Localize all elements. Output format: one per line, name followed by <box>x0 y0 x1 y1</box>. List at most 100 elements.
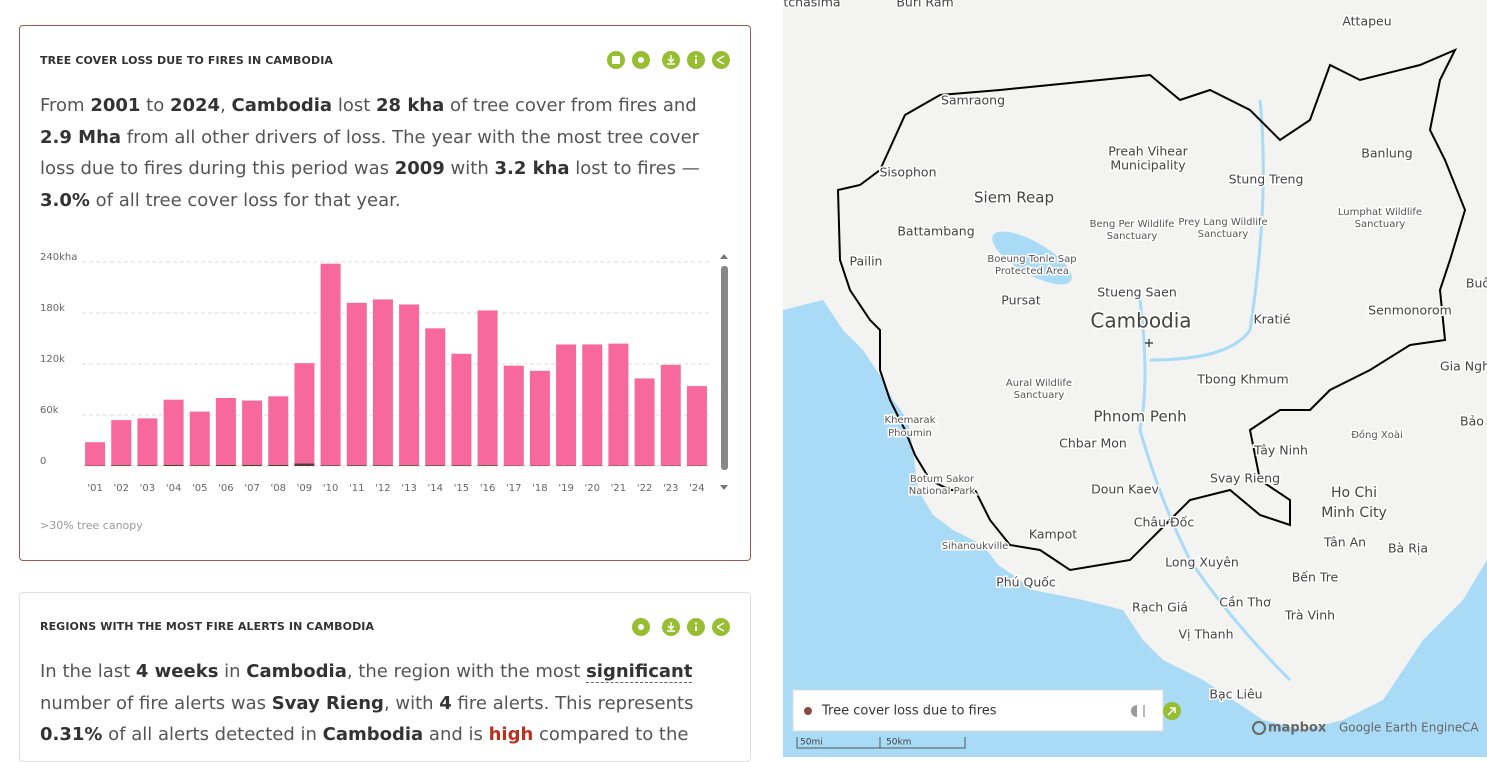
place-label: Lumphat Wildlife <box>1338 207 1422 218</box>
place-label: Bảo <box>1460 414 1484 429</box>
opacity-toggle <box>1143 705 1145 717</box>
place-label: Bến Tre <box>1292 570 1339 585</box>
text-segment: 2001 <box>90 95 140 116</box>
bar-segment <box>321 465 341 466</box>
place-label: Bạc Liêu <box>1209 687 1262 702</box>
text-segment: in <box>218 661 246 682</box>
text-segment: 2.9 Mha <box>40 127 121 148</box>
map-legend: Tree cover loss due to fires <box>793 690 1181 731</box>
x-tick-label: '08 <box>271 483 286 494</box>
place-label: Ho Chi <box>1331 485 1377 501</box>
bar-segment <box>294 363 314 463</box>
bar-segment <box>268 465 288 466</box>
place-label: Rạch Giá <box>1132 600 1188 615</box>
bar-segment <box>582 344 602 465</box>
x-tick-label: '12 <box>375 483 390 494</box>
place-label: Buri Ram <box>896 0 953 10</box>
bar-segment <box>504 366 524 466</box>
text-segment: and is <box>423 724 488 745</box>
text-segment: of tree cover from fires and <box>444 95 696 116</box>
place-label: Trà Vinh <box>1284 608 1335 623</box>
place-label: National Park <box>909 486 976 497</box>
bar-segment <box>85 442 105 465</box>
place-label: Phoumin <box>888 428 932 439</box>
y-tick-label: 240kha <box>40 252 77 263</box>
bar-segment <box>451 354 471 465</box>
bar-segment <box>111 465 131 466</box>
text-segment: 0.31% <box>40 724 102 745</box>
place-label: Sanctuary <box>1014 390 1065 401</box>
map[interactable]: tchasima Buri Ram Attapeu Samraong Preah… <box>783 0 1487 757</box>
place-label: Stung Treng <box>1229 172 1304 187</box>
bar-segment <box>373 465 393 466</box>
text-segment: 4 <box>439 693 452 714</box>
bar-segment <box>242 401 262 465</box>
bar-segment <box>661 365 681 466</box>
widget-title: TREE COVER LOSS DUE TO FIRES IN CAMBODIA <box>40 54 333 67</box>
place-label: Botum Sakor <box>910 474 975 485</box>
x-tick-label: '01 <box>87 483 102 494</box>
x-tick-label: '16 <box>480 483 495 494</box>
text-segment: of all tree cover loss for that year. <box>90 190 401 211</box>
text-segment[interactable]: significant <box>586 661 692 683</box>
text-segment: high <box>489 724 534 745</box>
scale-label: 50km <box>886 738 911 748</box>
place-label: Pursat <box>1001 293 1041 308</box>
place-label: Kratié <box>1253 312 1290 327</box>
place-label: tchasima <box>783 0 840 10</box>
text-segment: 4 weeks <box>136 661 219 682</box>
bar-segment <box>268 396 288 464</box>
place-label: Doun Kaev <box>1091 482 1159 497</box>
y-tick-label: 120k <box>40 354 65 365</box>
x-tick-label: '22 <box>637 483 652 494</box>
bar-segment <box>164 400 184 465</box>
scrollbar[interactable] <box>721 266 728 470</box>
text-segment: , with <box>384 693 439 714</box>
widget-toolbar <box>600 48 735 72</box>
x-tick-label: '11 <box>349 483 364 494</box>
place-label: Đồng Xoài <box>1351 429 1403 441</box>
text-segment: In the last <box>40 661 136 682</box>
text-segment: lost <box>332 95 376 116</box>
place-label: Phú Quốc <box>996 575 1056 590</box>
attribution: mapbox Google Earth Engine CA <box>1253 721 1479 736</box>
place-label: Aural Wildlife <box>1006 378 1072 389</box>
text-segment: lost to fires — <box>570 158 700 179</box>
text-segment: Cambodia <box>246 661 347 682</box>
place-label: Tân An <box>1323 535 1366 550</box>
y-tick-label: 0 <box>40 456 46 467</box>
place-label: Sihanoukville <box>942 541 1009 552</box>
place-label: Sanctuary <box>1355 219 1406 230</box>
country-label: Cambodia <box>1090 309 1191 333</box>
bar-segment <box>190 412 210 466</box>
place-label: Protected Area <box>995 266 1069 277</box>
bar-segment <box>478 465 498 466</box>
text-segment: number of fire alerts was <box>40 693 272 714</box>
mapbox-logo[interactable]: mapbox <box>1268 721 1327 736</box>
text-segment: Cambodia <box>232 95 333 116</box>
bar-segment <box>347 465 367 466</box>
place-label: Buô <box>1466 276 1487 291</box>
place-label: Prey Lang Wildlife <box>1178 217 1267 228</box>
text-segment: 3.2 kha <box>494 158 569 179</box>
bar-segment <box>635 378 655 465</box>
place-label: Stueng Saen <box>1097 285 1177 300</box>
place-label: Sanctuary <box>1107 231 1158 242</box>
place-label: Kampot <box>1029 527 1077 542</box>
bar-segment <box>164 465 184 466</box>
x-tick-label: '19 <box>558 483 573 494</box>
place-label: Sisophon <box>880 165 937 180</box>
bar-segment <box>373 299 393 465</box>
place-label: Khemarak <box>885 415 936 426</box>
legend-label[interactable]: Tree cover loss due to fires <box>821 704 997 719</box>
place-label: Municipality <box>1110 158 1186 173</box>
share-button[interactable] <box>712 618 730 636</box>
place-label: Phnom Penh <box>1093 408 1186 426</box>
bar-segment <box>137 418 157 465</box>
x-tick-label: '03 <box>140 483 155 494</box>
scale-label: 50mi <box>800 738 823 748</box>
place-label: Minh City <box>1321 505 1387 521</box>
bar-segment <box>687 386 707 465</box>
share-button[interactable] <box>712 51 730 69</box>
x-tick-label: '24 <box>689 483 704 494</box>
